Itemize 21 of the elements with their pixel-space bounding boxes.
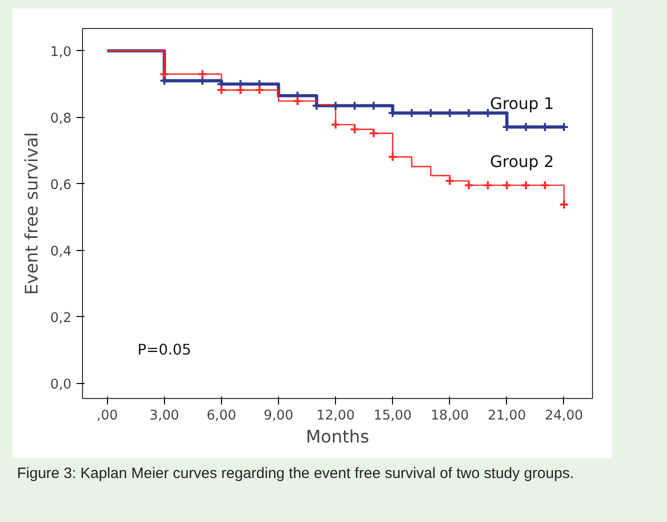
x-tick-label: 18,00 (430, 408, 469, 424)
annotation: P=0.05 (138, 342, 192, 358)
series-label: Group 1 (490, 94, 554, 113)
x-tick-label: 6,00 (206, 408, 236, 424)
y-tick-label: 0,8 (50, 111, 72, 126)
y-tick-label: 1,0 (50, 44, 72, 60)
x-tick-label: 12,00 (316, 408, 355, 424)
y-axis-title: Event free survival (22, 132, 42, 295)
y-tick-label: 0,2 (50, 310, 72, 326)
series-label: Group 2 (490, 152, 554, 172)
x-tick-label: 9,00 (264, 408, 294, 424)
y-tick-label: 0,4 (50, 244, 72, 260)
x-tick-label: 21,00 (488, 408, 526, 424)
y-tick-label: 0,0 (50, 378, 72, 393)
y-tick-label: 0,6 (50, 178, 72, 193)
x-tick-label: 3,00 (149, 408, 180, 424)
x-tick-label: ,00 (96, 408, 118, 424)
caption: Figure 3: Kaplan Meier curves regarding the event free survival of two study groups. (17, 464, 575, 484)
x-tick-label: 24,00 (544, 408, 584, 424)
x-tick-label: 15,00 (374, 408, 412, 424)
x-axis-title: Months (306, 428, 370, 448)
